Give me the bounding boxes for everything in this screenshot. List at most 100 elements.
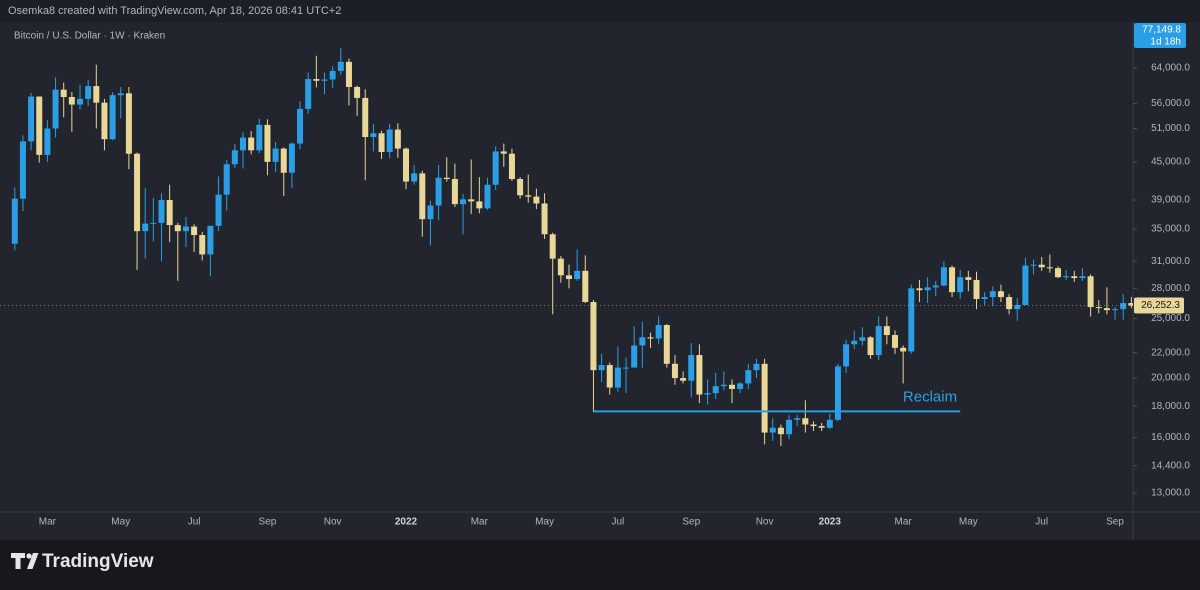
candle-body (965, 277, 972, 280)
candle-body (52, 89, 59, 129)
candle-body (973, 279, 980, 300)
candle-body (606, 365, 613, 388)
candle-body (989, 291, 996, 298)
candle-body (851, 340, 858, 345)
candle-body (182, 226, 189, 232)
x-tick-label: 2023 (819, 517, 842, 528)
x-tick-label: 2022 (395, 517, 418, 528)
candle-body (598, 365, 605, 371)
candle-body (288, 143, 295, 173)
y-tick-label: 20,000.0 (1151, 373, 1190, 384)
candle-body (419, 173, 426, 220)
y-tick-label: 18,000.0 (1151, 401, 1190, 412)
candle-body (28, 96, 35, 142)
candle-body (843, 344, 850, 367)
candle-body (623, 367, 630, 369)
candle-body (737, 383, 744, 389)
candle-body (940, 267, 947, 286)
candle-body (427, 205, 434, 220)
candle-body (981, 297, 988, 300)
candle-body (174, 225, 181, 232)
logo-t (11, 553, 25, 569)
candle-body (337, 61, 344, 71)
logo-slash (27, 553, 39, 569)
y-tick-label: 56,000.0 (1151, 98, 1190, 109)
candle-body (745, 370, 752, 384)
candle-body (280, 148, 287, 173)
candle-body (997, 291, 1004, 298)
candle-body (957, 277, 964, 293)
y-tick-label: 35,000.0 (1151, 224, 1190, 235)
candle-body (582, 270, 589, 303)
candle-body (892, 335, 898, 348)
candle-body (1112, 309, 1119, 311)
candle-body (834, 366, 841, 420)
y-tick-label: 16,000.0 (1151, 432, 1190, 443)
candle-body (158, 200, 165, 223)
candle-body (297, 108, 304, 144)
x-tick-label: May (535, 517, 554, 528)
live-price-box (1134, 23, 1186, 48)
candle-body (900, 347, 907, 352)
x-tick-label: Sep (1106, 517, 1124, 528)
candle-body (451, 179, 458, 205)
candle-body (508, 153, 515, 180)
candle-body (1095, 307, 1102, 309)
x-tick-label: Sep (259, 517, 277, 528)
candle-body (533, 196, 540, 204)
candle-body (60, 89, 67, 97)
candle-body (916, 288, 923, 291)
candle-body (549, 234, 556, 259)
y-tick-label: 45,000.0 (1151, 157, 1190, 168)
candle-body (883, 326, 890, 336)
candle-body (378, 133, 385, 152)
candle-body (36, 96, 43, 155)
countdown-label: 1d 18h (1150, 37, 1181, 48)
candle-body (321, 79, 328, 81)
candle-body (150, 222, 157, 224)
candle-body (1046, 267, 1053, 269)
candle-body (932, 285, 939, 288)
candle-body (101, 102, 108, 140)
candle-body (435, 177, 442, 206)
candle-body (826, 419, 833, 428)
brand-name: TradingView (42, 551, 154, 572)
candle-body (614, 367, 621, 388)
candle-body (134, 153, 141, 232)
candle-body (786, 419, 793, 435)
last-price-box (1134, 297, 1184, 314)
candle-body (1006, 297, 1013, 310)
candle-body (639, 337, 646, 346)
candle-body (663, 325, 670, 364)
brand-logo (11, 553, 39, 569)
x-tick-label: Jul (612, 517, 625, 528)
candle-body (223, 164, 230, 195)
candle-body (403, 148, 409, 182)
candle-body (231, 150, 238, 165)
candle-body (753, 363, 760, 371)
x-tick-label: Mar (39, 517, 57, 528)
candle-body (908, 288, 915, 352)
footer-bar (0, 540, 1200, 585)
candle-body (777, 427, 784, 435)
candle-body (256, 124, 263, 151)
candle-body (1022, 265, 1029, 306)
live-price-label: 77,149.8 (1142, 25, 1181, 36)
candle-body (215, 194, 222, 226)
candle-body (1038, 264, 1045, 268)
candle-body (590, 302, 597, 371)
header-text: Osemka8 created with TradingView.com, Ap… (8, 5, 341, 17)
symbol-title: Bitcoin / U.S. Dollar · 1W · Kraken (14, 31, 165, 42)
candle-body (875, 326, 882, 356)
candle-body (1030, 264, 1037, 266)
x-tick-label: Mar (895, 517, 913, 528)
candle-body (443, 177, 450, 180)
candle-body (362, 97, 369, 138)
candle-body (142, 223, 149, 232)
y-tick-label: 51,000.0 (1151, 123, 1190, 134)
candle-body (655, 325, 662, 339)
candle-body (264, 124, 271, 162)
candle-body (240, 137, 246, 151)
candle-body (566, 275, 572, 279)
candle-body (313, 79, 320, 81)
